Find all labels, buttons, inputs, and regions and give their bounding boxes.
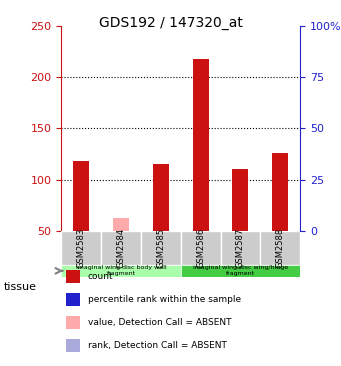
Text: GSM2588: GSM2588	[276, 228, 285, 268]
Text: rank, Detection Call = ABSENT: rank, Detection Call = ABSENT	[88, 341, 226, 350]
Text: GSM2587: GSM2587	[236, 228, 245, 268]
Text: GSM2585: GSM2585	[156, 228, 165, 268]
Text: count: count	[88, 272, 113, 281]
Bar	[153, 164, 169, 231]
Text: percentile rank within the sample: percentile rank within the sample	[88, 295, 241, 304]
Text: GSM2583: GSM2583	[77, 228, 86, 268]
Text: imaginal wing disc body wall
fragment: imaginal wing disc body wall fragment	[76, 265, 166, 276]
FancyBboxPatch shape	[221, 231, 260, 265]
Bar	[66, 316, 80, 329]
Bar	[66, 339, 80, 352]
FancyBboxPatch shape	[181, 231, 221, 265]
Text: value, Detection Call = ABSENT: value, Detection Call = ABSENT	[88, 318, 231, 327]
FancyBboxPatch shape	[141, 231, 181, 265]
Bar	[73, 161, 89, 231]
FancyBboxPatch shape	[61, 231, 101, 265]
Text: GDS192 / 147320_at: GDS192 / 147320_at	[99, 16, 242, 30]
Bar	[66, 293, 80, 306]
Bar	[233, 169, 248, 231]
Bar	[272, 153, 288, 231]
FancyBboxPatch shape	[260, 231, 300, 265]
Text: GSM2586: GSM2586	[196, 228, 205, 268]
FancyBboxPatch shape	[61, 265, 181, 277]
FancyBboxPatch shape	[181, 265, 300, 277]
Bar	[193, 60, 209, 231]
Text: GSM2584: GSM2584	[117, 228, 125, 268]
FancyBboxPatch shape	[101, 231, 141, 265]
Text: tissue: tissue	[3, 282, 36, 292]
Bar	[66, 270, 80, 283]
Bar	[113, 217, 129, 231]
Text: imaginal wing disc wing/hinge
fragment: imaginal wing disc wing/hinge fragment	[193, 265, 288, 276]
